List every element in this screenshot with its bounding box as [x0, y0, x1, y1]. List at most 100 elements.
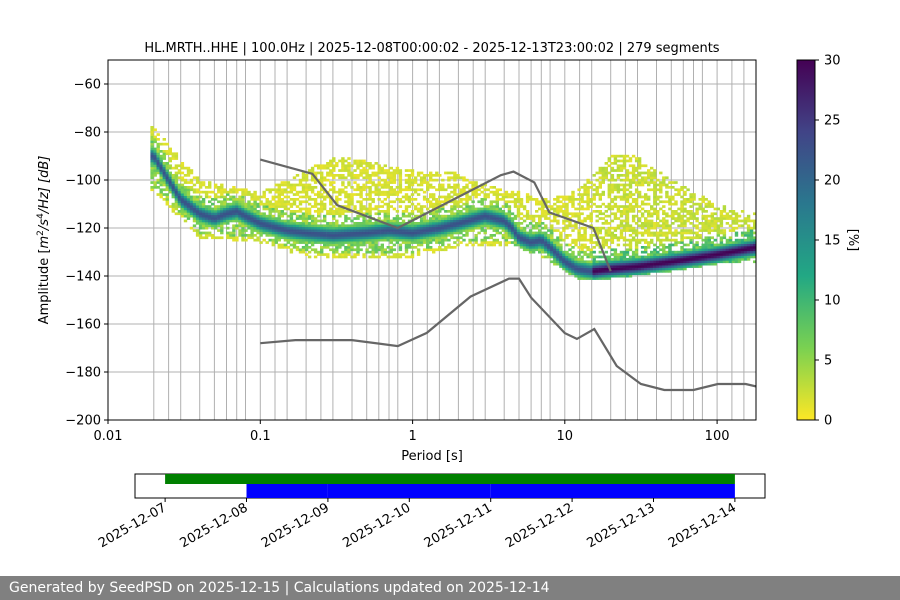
- heatmap-cell: [347, 198, 351, 201]
- heatmap-cell: [380, 190, 384, 194]
- heatmap-cell: [547, 200, 551, 204]
- heatmap-cell: [277, 226, 281, 230]
- heatmap-cell: [562, 262, 566, 266]
- heatmap-cell: [644, 210, 648, 213]
- heatmap-cell: [383, 217, 387, 220]
- heatmap-cell: [453, 214, 457, 218]
- heatmap-cell: [253, 205, 257, 208]
- heatmap-cell: [150, 135, 154, 139]
- heatmap-cell: [277, 210, 281, 213]
- heatmap-cell: [313, 229, 318, 232]
- heatmap-cell: [220, 193, 224, 196]
- heatmap-cell: [544, 248, 548, 252]
- heatmap-cell: [380, 224, 384, 228]
- heatmap-cell: [598, 169, 602, 172]
- heatmap-cell: [332, 210, 336, 213]
- heatmap-cell: [583, 246, 587, 249]
- heatmap-cell: [259, 224, 263, 228]
- heatmap-cell: [183, 202, 188, 206]
- heatmap-cell: [628, 205, 633, 208]
- heatmap-cell: [613, 202, 618, 206]
- heatmap-cell: [562, 238, 566, 242]
- heatmap-cell: [386, 202, 390, 206]
- heatmap-cell: [165, 176, 169, 180]
- heatmap-cell: [510, 231, 515, 235]
- heatmap-cell: [265, 224, 269, 228]
- heatmap-cell: [456, 217, 460, 220]
- heatmap-cell: [601, 272, 605, 276]
- heatmap-cell: [483, 214, 487, 218]
- heatmap-cell: [429, 193, 433, 196]
- heatmap-cell: [195, 231, 200, 235]
- heatmap-cell: [253, 226, 257, 230]
- heatmap-cell: [710, 258, 714, 261]
- heatmap-cell: [601, 178, 605, 182]
- heatmap-cell: [704, 241, 708, 244]
- heatmap-cell: [217, 217, 221, 220]
- heatmap-cell: [722, 234, 727, 237]
- heatmap-cell: [301, 217, 306, 220]
- heatmap-cell: [310, 236, 315, 240]
- heatmap-cell: [689, 258, 693, 261]
- heatmap-cell: [704, 219, 708, 223]
- heatmap-cell: [541, 238, 545, 242]
- heatmap-cell: [559, 246, 563, 249]
- heatmap-cell: [280, 202, 284, 206]
- heatmap-cell: [286, 219, 291, 223]
- heatmap-cell: [559, 250, 563, 254]
- heatmap-cell: [565, 202, 569, 206]
- heatmap-cell: [217, 190, 221, 194]
- heatmap-cell: [535, 214, 539, 218]
- heatmap-cell: [253, 207, 257, 211]
- heatmap-cell: [749, 226, 754, 230]
- heatmap-cell: [435, 231, 439, 235]
- heatmap-cell: [268, 188, 272, 192]
- heatmap-cell: [329, 243, 333, 247]
- heatmap-cell: [365, 236, 369, 240]
- heatmap-cell: [374, 205, 378, 208]
- heatmap-cell: [559, 262, 563, 266]
- heatmap-cell: [192, 202, 197, 206]
- heatmap-cell: [392, 169, 397, 172]
- heatmap-cell: [286, 207, 291, 211]
- heatmap-cell: [280, 183, 284, 187]
- heatmap-cell: [365, 210, 369, 213]
- heatmap-cell: [368, 219, 372, 223]
- heatmap-cell: [377, 176, 381, 180]
- heatmap-cell: [613, 255, 618, 259]
- heatmap-cell: [374, 188, 378, 192]
- heatmap-cell: [650, 255, 654, 259]
- heatmap-cell: [404, 214, 409, 218]
- heatmap-cell: [195, 210, 200, 213]
- heatmap-cell: [195, 188, 200, 192]
- heatmap-cell: [304, 212, 309, 216]
- heatmap-cell: [616, 236, 621, 240]
- heatmap-cell: [401, 236, 406, 240]
- heatmap-cell: [498, 219, 502, 223]
- heatmap-cell: [498, 214, 502, 218]
- heatmap-cell: [217, 229, 221, 232]
- heatmap-cell: [580, 186, 584, 189]
- heatmap-cell: [362, 166, 366, 170]
- heatmap-cell: [359, 186, 363, 189]
- heatmap-cell: [538, 222, 542, 225]
- heatmap-cell: [668, 198, 672, 201]
- heatmap-cell: [447, 231, 451, 235]
- heatmap-cell: [619, 236, 624, 240]
- heatmap-cell: [707, 262, 711, 266]
- heatmap-cell: [583, 183, 587, 187]
- heatmap-cell: [531, 236, 536, 240]
- heatmap-cell: [456, 210, 460, 213]
- colorbar-tick-label: 30: [824, 54, 841, 69]
- heatmap-cell: [274, 238, 278, 242]
- heatmap-cell: [447, 229, 451, 232]
- heatmap-cell: [211, 207, 215, 211]
- heatmap-cell: [495, 205, 499, 208]
- heatmap-cell: [232, 205, 236, 208]
- heatmap-cell: [359, 238, 363, 242]
- heatmap-cell: [286, 238, 291, 242]
- heatmap-cell: [186, 166, 191, 170]
- heatmap-cell: [244, 212, 248, 216]
- heatmap-cell: [616, 217, 621, 220]
- heatmap-cell: [365, 162, 369, 165]
